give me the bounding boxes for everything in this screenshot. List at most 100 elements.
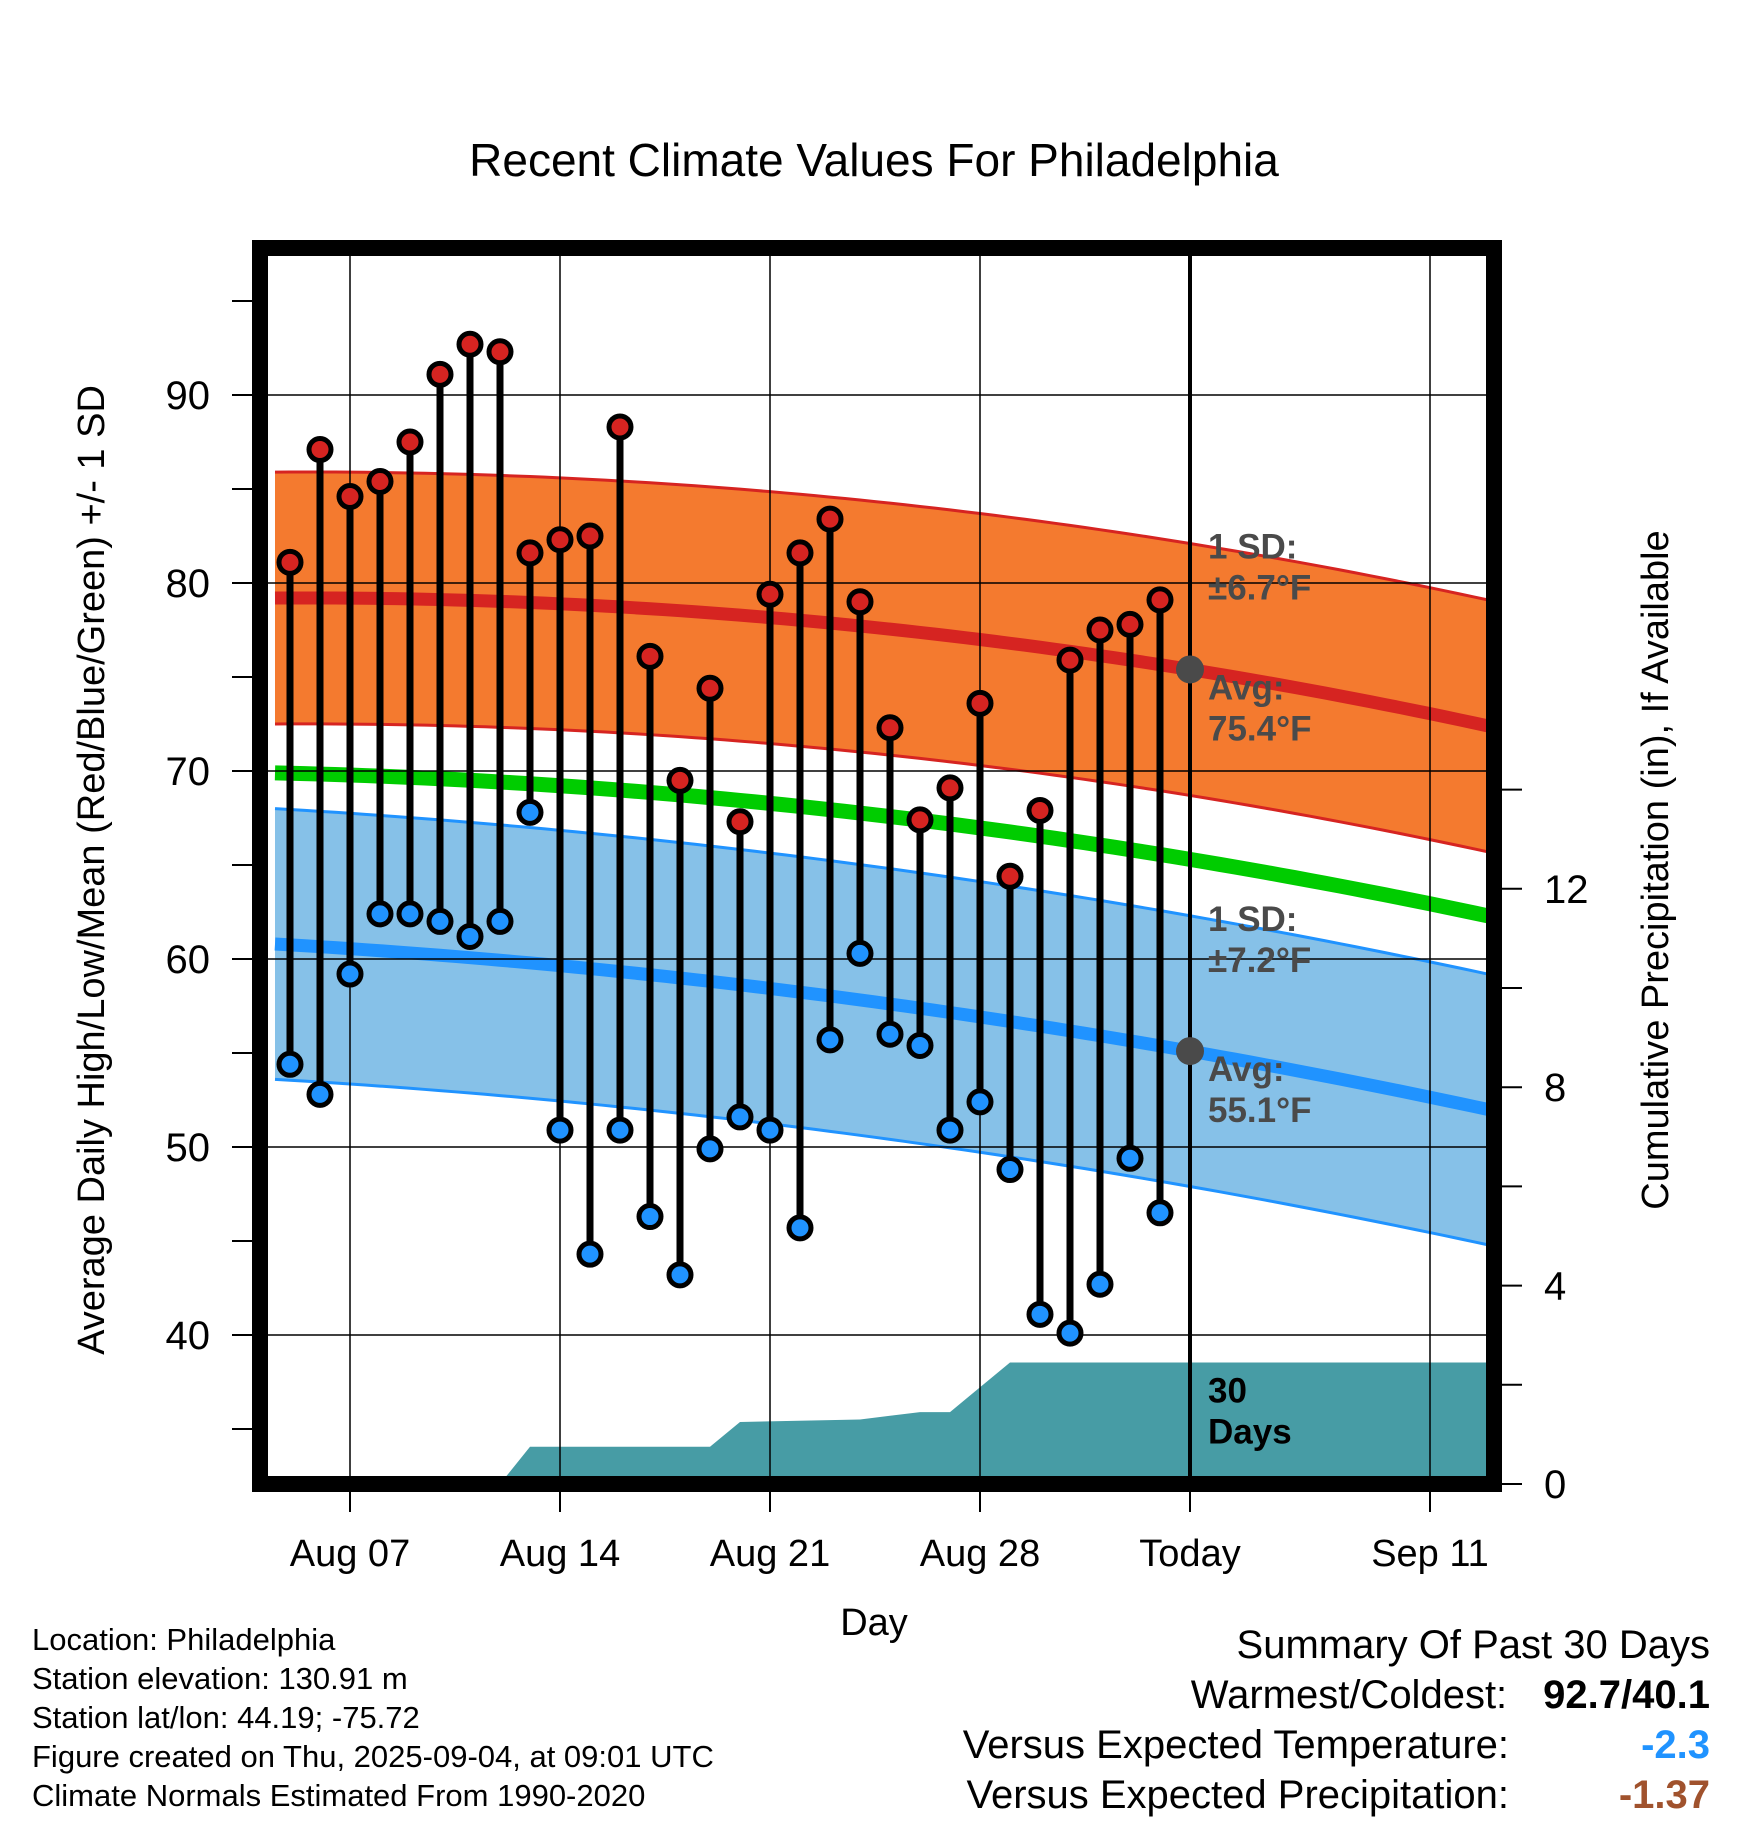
x-tick-label-5: Sep 11 bbox=[1371, 1533, 1489, 1575]
summary-temp-row: Versus Expected Temperature: -2.3 bbox=[963, 1720, 1710, 1770]
daily-high-point bbox=[636, 642, 664, 670]
daily-low-point bbox=[336, 960, 364, 988]
daily-low-point bbox=[366, 900, 394, 928]
precip-anomaly-value: -1.37 bbox=[1618, 1773, 1710, 1817]
precip-days-annotation: 30 Days bbox=[1208, 1371, 1292, 1451]
chart-title: Recent Climate Values For Philadelphia bbox=[469, 134, 1279, 186]
daily-high-point bbox=[786, 539, 814, 567]
precip-anomaly-label: Versus Expected Precipitation: bbox=[966, 1773, 1509, 1817]
high-avg-annotation: Avg: 75.4°F bbox=[1208, 668, 1312, 748]
high-sd-annotation: 1 SD: ±6.7°F bbox=[1208, 528, 1311, 608]
daily-low-point bbox=[1026, 1300, 1054, 1328]
daily-high-point bbox=[576, 522, 604, 550]
daily-low-point bbox=[636, 1203, 664, 1231]
daily-low-point bbox=[546, 1116, 574, 1144]
daily-low-point bbox=[606, 1116, 634, 1144]
y-tick-label-0: 40 bbox=[166, 1314, 211, 1358]
daily-high-point bbox=[1056, 646, 1084, 674]
daily-low-point bbox=[846, 939, 874, 967]
normal-low-sd-band-lower-edge bbox=[274, 1077, 1494, 1248]
daily-high-point bbox=[486, 338, 514, 366]
x-tick-label-3: Aug 28 bbox=[920, 1533, 1040, 1575]
daily-low-point bbox=[576, 1240, 604, 1268]
x-tick-label-0: Aug 07 bbox=[290, 1533, 410, 1575]
plot-frame bbox=[252, 240, 1502, 1492]
temp-anomaly-value: -2.3 bbox=[1641, 1723, 1710, 1767]
temp-anomaly-label: Versus Expected Temperature: bbox=[962, 1723, 1509, 1767]
y-tick-label-5: 90 bbox=[166, 374, 211, 418]
daily-low-point bbox=[786, 1214, 814, 1242]
created-text: Figure created on Thu, 2025-09-04, at 09… bbox=[32, 1739, 714, 1774]
daily-high-point bbox=[1086, 616, 1114, 644]
daily-low-point bbox=[456, 922, 484, 950]
daily-high-point bbox=[876, 714, 904, 742]
daily-high-point bbox=[336, 483, 364, 511]
y-tick-label-4: 80 bbox=[166, 562, 211, 606]
y-tick-label-3: 70 bbox=[166, 750, 211, 794]
y2-tick-label-2: 8 bbox=[1544, 1066, 1566, 1110]
summary-precip-row: Versus Expected Precipitation: -1.37 bbox=[963, 1770, 1710, 1820]
daily-low-point bbox=[396, 900, 424, 928]
daily-low-point bbox=[1056, 1319, 1084, 1347]
daily-low-point bbox=[486, 907, 514, 935]
x-tick-label-4: Today bbox=[1139, 1533, 1240, 1575]
daily-high-point bbox=[726, 808, 754, 836]
daily-high-point bbox=[666, 766, 694, 794]
daily-low-point bbox=[1116, 1144, 1144, 1172]
daily-high-point bbox=[906, 806, 934, 834]
low-avg-annotation: Avg: 55.1°F bbox=[1208, 1050, 1312, 1130]
summary-warmest-row: Warmest/Coldest: 92.7/40.1 bbox=[963, 1670, 1710, 1720]
warmest-value: 92.7/40.1 bbox=[1543, 1673, 1710, 1717]
daily-high-point bbox=[756, 580, 784, 608]
cumulative-precip-area bbox=[500, 1362, 1494, 1484]
daily-high-point bbox=[696, 674, 724, 702]
daily-high-point bbox=[1146, 586, 1174, 614]
daily-low-point bbox=[906, 1031, 934, 1059]
daily-high-point bbox=[606, 413, 634, 441]
summary-title: Summary Of Past 30 Days bbox=[1236, 1623, 1710, 1667]
low-sd-annotation: 1 SD: ±7.2°F bbox=[1208, 900, 1311, 980]
daily-low-point bbox=[666, 1261, 694, 1289]
daily-high-point bbox=[366, 467, 394, 495]
daily-low-point bbox=[1146, 1199, 1174, 1227]
daily-low-point bbox=[936, 1116, 964, 1144]
x-tick-label-2: Aug 21 bbox=[710, 1533, 830, 1575]
y-tick-label-1: 50 bbox=[166, 1126, 211, 1170]
daily-high-point bbox=[816, 505, 844, 533]
daily-low-point bbox=[1086, 1270, 1114, 1298]
daily-low-point bbox=[696, 1135, 724, 1163]
location-text: Location: Philadelphia bbox=[32, 1622, 336, 1657]
y-tick-label-2: 60 bbox=[166, 938, 211, 982]
daily-high-point bbox=[516, 539, 544, 567]
daily-low-point bbox=[756, 1116, 784, 1144]
daily-low-point bbox=[726, 1103, 754, 1131]
warmest-label: Warmest/Coldest: bbox=[1190, 1673, 1508, 1717]
y2-tick-label-0: 0 bbox=[1544, 1463, 1566, 1507]
daily-low-point bbox=[876, 1020, 904, 1048]
y-axis-label: Average Daily High/Low/Mean (Red/Blue/Gr… bbox=[71, 385, 113, 1355]
y2-tick-label-1: 4 bbox=[1544, 1265, 1566, 1309]
daily-high-point bbox=[936, 774, 964, 802]
daily-high-point bbox=[996, 862, 1024, 890]
normal-high-line bbox=[274, 591, 1494, 734]
elevation-text: Station elevation: 130.91 m bbox=[32, 1661, 408, 1696]
daily-low-point bbox=[516, 798, 544, 826]
today-low-avg-dot bbox=[1176, 1037, 1204, 1066]
daily-high-point bbox=[396, 428, 424, 456]
daily-low-point bbox=[996, 1156, 1024, 1184]
summary-panel: Summary Of Past 30 Days Warmest/Coldest:… bbox=[963, 1620, 1710, 1820]
daily-high-point bbox=[276, 548, 304, 576]
daily-high-point bbox=[426, 360, 454, 388]
daily-high-point bbox=[1026, 796, 1054, 824]
normals-text: Climate Normals Estimated From 1990-2020 bbox=[32, 1778, 646, 1813]
daily-low-point bbox=[276, 1050, 304, 1078]
x-tick-label-1: Aug 14 bbox=[500, 1533, 620, 1575]
daily-low-point bbox=[966, 1088, 994, 1116]
daily-low-point bbox=[426, 907, 454, 935]
daily-high-point bbox=[306, 436, 334, 464]
daily-low-point bbox=[816, 1026, 844, 1054]
station-info: Location: Philadelphia Station elevation… bbox=[32, 1620, 714, 1815]
daily-high-point bbox=[966, 689, 994, 717]
normal-high-sd-band-upper-edge bbox=[274, 470, 1494, 603]
